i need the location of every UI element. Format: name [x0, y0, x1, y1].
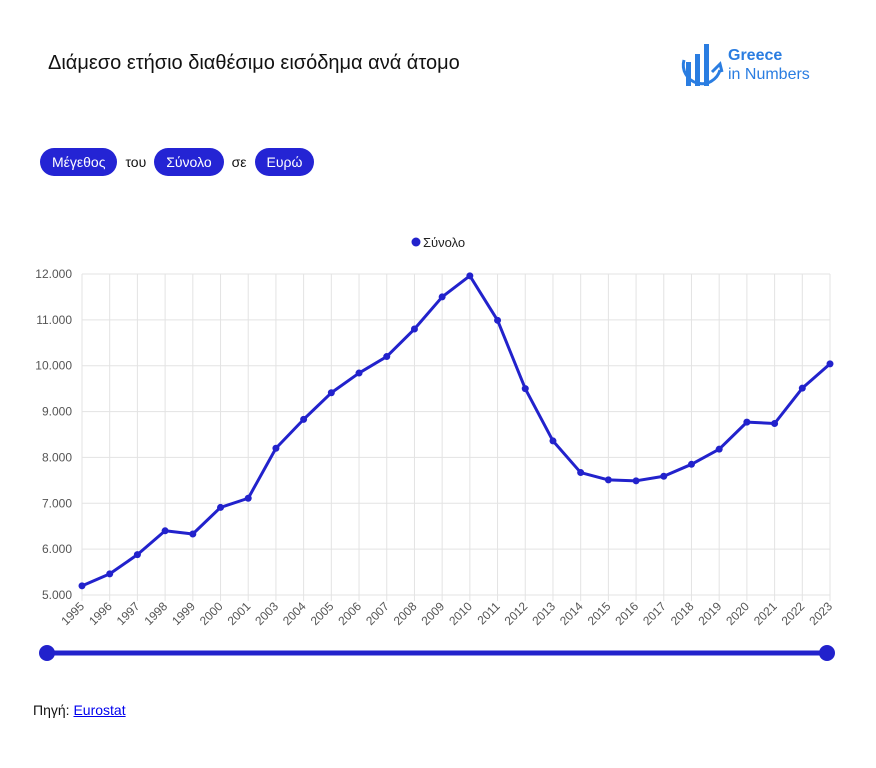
data-point[interactable]: [577, 469, 585, 477]
x-tick-label: 2015: [585, 599, 614, 628]
bar-chart-logo-icon: [681, 44, 724, 86]
logo-line-1: Greece: [728, 47, 783, 64]
data-point[interactable]: [771, 419, 779, 427]
x-tick-label: 2003: [252, 599, 281, 628]
logo-text: Greece in Numbers: [728, 46, 810, 84]
data-point[interactable]: [604, 476, 612, 484]
data-point[interactable]: [743, 418, 751, 426]
chart-legend[interactable]: Σύνολο: [411, 235, 466, 250]
unit-selector[interactable]: Ευρώ: [254, 148, 315, 176]
data-point[interactable]: [494, 316, 502, 324]
source-label: Πηγή:: [33, 702, 70, 718]
data-point[interactable]: [549, 437, 557, 445]
x-tick-label: 2008: [391, 599, 420, 628]
x-axis: 1995199619971998199920002001200320042005…: [58, 599, 835, 628]
x-tick-label: 2019: [696, 599, 725, 628]
data-point[interactable]: [798, 384, 806, 392]
data-point[interactable]: [715, 445, 723, 453]
series-group: [78, 272, 834, 590]
data-point[interactable]: [438, 293, 446, 301]
y-tick-label: 5.000: [42, 588, 72, 602]
x-tick-label: 1997: [114, 599, 143, 628]
data-point[interactable]: [660, 472, 668, 480]
data-point[interactable]: [410, 325, 418, 333]
x-tick-label: 2010: [446, 599, 475, 628]
x-tick-label: 1995: [58, 599, 87, 628]
legend-label[interactable]: Σύνολο: [423, 235, 465, 250]
data-point[interactable]: [244, 494, 252, 502]
data-point[interactable]: [327, 389, 335, 397]
y-tick-label: 6.000: [42, 542, 72, 556]
x-tick-label: 2021: [751, 599, 780, 628]
data-point[interactable]: [217, 503, 225, 511]
y-axis: 5.000 6.000 7.000 8.000 9.000 10.000 11.000 12.…: [35, 267, 72, 602]
data-point[interactable]: [161, 527, 169, 535]
filter-sentence: Μέγεθος του Σύνολο σε Ευρώ: [40, 148, 315, 176]
connector-text-2: σε: [231, 154, 247, 170]
data-point[interactable]: [466, 272, 474, 280]
x-tick-label: 2012: [502, 599, 531, 628]
page-title: Διάμεσο ετήσιο διαθέσιμο εισόδημα ανά άτ…: [48, 52, 460, 74]
x-tick-label: 2005: [308, 599, 337, 628]
x-tick-label: 1999: [169, 599, 198, 628]
source-line: Πηγή: Eurostat: [33, 702, 126, 718]
x-tick-label: 2009: [418, 599, 447, 628]
x-tick-label: 2018: [668, 599, 697, 628]
x-tick-label: 2007: [363, 599, 392, 628]
data-point[interactable]: [383, 353, 391, 361]
x-tick-label: 2022: [779, 599, 808, 628]
y-tick-label: 8.000: [42, 450, 72, 464]
data-point[interactable]: [687, 460, 695, 468]
y-tick-label: 12.000: [35, 267, 72, 281]
data-point[interactable]: [106, 570, 114, 578]
data-point[interactable]: [272, 444, 280, 452]
x-tick-label: 2013: [529, 599, 558, 628]
data-point[interactable]: [355, 369, 363, 377]
x-tick-label: 2016: [612, 599, 641, 628]
data-point[interactable]: [521, 385, 529, 393]
slider-end-handle[interactable]: [819, 645, 835, 661]
data-point[interactable]: [189, 530, 197, 538]
source-link[interactable]: Eurostat: [73, 702, 126, 718]
data-point[interactable]: [826, 360, 834, 368]
y-tick-label: 7.000: [42, 496, 72, 510]
range-slider[interactable]: [39, 645, 835, 661]
slider-start-handle[interactable]: [39, 645, 55, 661]
group-selector[interactable]: Σύνολο: [154, 148, 224, 176]
x-tick-label: 2011: [475, 599, 503, 627]
x-tick-label: 2000: [197, 599, 226, 628]
chart-grid: [81, 273, 831, 601]
x-tick-label: 2014: [557, 599, 586, 628]
x-tick-label: 2006: [335, 599, 364, 628]
greece-in-numbers-logo[interactable]: Greece in Numbers: [676, 40, 836, 92]
x-tick-label: 1998: [141, 599, 170, 628]
data-point[interactable]: [78, 582, 86, 590]
connector-text-1: του: [125, 154, 147, 170]
x-tick-label: 2004: [280, 599, 309, 628]
data-point[interactable]: [632, 477, 640, 485]
y-tick-label: 11.000: [36, 313, 72, 327]
logo-line-2: in Numbers: [728, 66, 810, 83]
x-tick-label: 2023: [806, 599, 835, 628]
data-point[interactable]: [300, 415, 308, 423]
y-tick-label: 10.000: [35, 359, 72, 373]
line-chart: Σύνολο 5.000 6.000 7.000 8.000 9.000 10.000 11…: [35, 235, 835, 661]
series-line: [81, 274, 831, 588]
x-tick-label: 2020: [723, 599, 752, 628]
x-tick-label: 2001: [225, 599, 254, 628]
x-tick-label: 2017: [640, 599, 669, 628]
legend-marker: [411, 237, 421, 247]
measure-selector[interactable]: Μέγεθος: [40, 148, 118, 176]
data-point[interactable]: [133, 551, 141, 559]
x-tick-label: 1996: [86, 599, 115, 628]
y-tick-label: 9.000: [42, 405, 72, 419]
